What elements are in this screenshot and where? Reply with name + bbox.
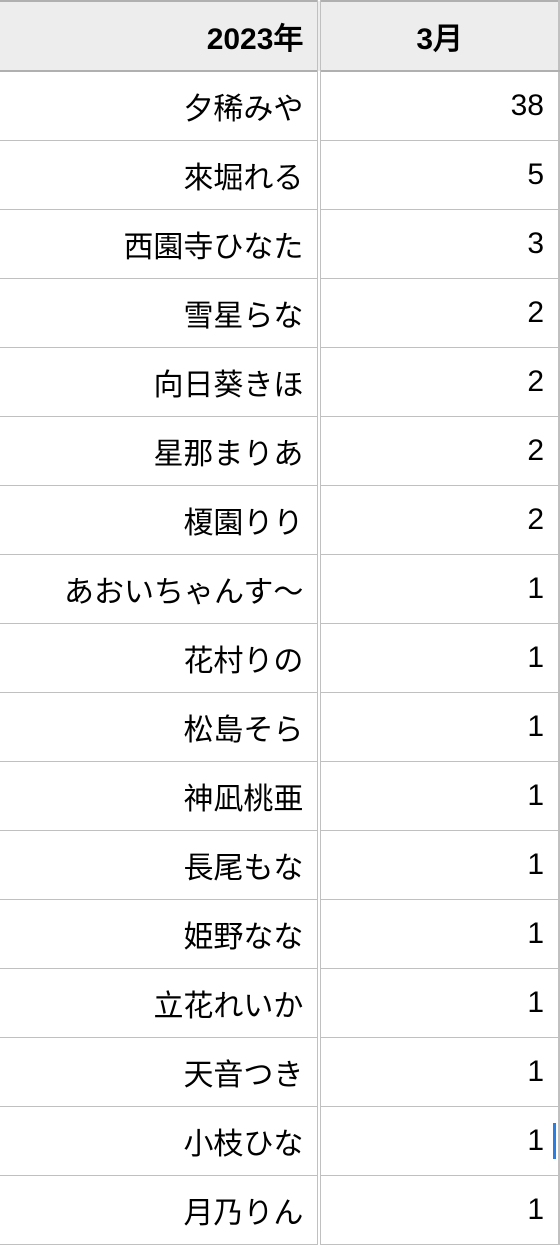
- value-cell[interactable]: 1: [319, 831, 559, 900]
- table-row: 來堀れる5: [0, 141, 559, 210]
- table-row: 神凪桃亜1: [0, 762, 559, 831]
- table-row: 長尾もな1: [0, 831, 559, 900]
- value-cell[interactable]: 38: [319, 71, 559, 141]
- table-row: あおいちゃんす〜1: [0, 555, 559, 624]
- table-row: 花村りの1: [0, 624, 559, 693]
- spreadsheet-table: 2023年 3月 夕稀みや38來堀れる5西園寺ひなた3雪星らな2向日葵きほ2星那…: [0, 0, 560, 1245]
- name-cell[interactable]: 立花れいか: [0, 969, 319, 1038]
- value-cell[interactable]: 1: [319, 969, 559, 1038]
- table-row: 小枝ひな1: [0, 1107, 559, 1176]
- table-row: 天音つき1: [0, 1038, 559, 1107]
- name-cell[interactable]: 姫野なな: [0, 900, 319, 969]
- name-cell[interactable]: 小枝ひな: [0, 1107, 319, 1176]
- name-cell[interactable]: あおいちゃんす〜: [0, 555, 319, 624]
- header-month-cell[interactable]: 3月: [319, 1, 559, 71]
- value-cell[interactable]: 1: [319, 693, 559, 762]
- table-row: 雪星らな2: [0, 279, 559, 348]
- name-cell[interactable]: 天音つき: [0, 1038, 319, 1107]
- value-cell[interactable]: 1: [319, 555, 559, 624]
- name-cell[interactable]: 雪星らな: [0, 279, 319, 348]
- name-cell[interactable]: 松島そら: [0, 693, 319, 762]
- value-cell[interactable]: 1: [319, 762, 559, 831]
- header-year-cell[interactable]: 2023年: [0, 1, 319, 71]
- table-row: 立花れいか1: [0, 969, 559, 1038]
- table-row: 夕稀みや38: [0, 71, 559, 141]
- name-cell[interactable]: 月乃りん: [0, 1176, 319, 1245]
- table-row: 星那まりあ2: [0, 417, 559, 486]
- table-row: 西園寺ひなた3: [0, 210, 559, 279]
- value-cell[interactable]: 1: [319, 1176, 559, 1245]
- header-row: 2023年 3月: [0, 1, 559, 71]
- value-cell[interactable]: 1: [319, 624, 559, 693]
- name-cell[interactable]: 神凪桃亜: [0, 762, 319, 831]
- value-cell[interactable]: 2: [319, 417, 559, 486]
- table-row: 姫野なな1: [0, 900, 559, 969]
- value-cell[interactable]: 1: [319, 1107, 559, 1176]
- value-cell[interactable]: 1: [319, 900, 559, 969]
- value-cell[interactable]: 1: [319, 1038, 559, 1107]
- value-cell[interactable]: 5: [319, 141, 559, 210]
- name-cell[interactable]: 花村りの: [0, 624, 319, 693]
- name-cell[interactable]: 星那まりあ: [0, 417, 319, 486]
- value-cell[interactable]: 2: [319, 279, 559, 348]
- table-row: 松島そら1: [0, 693, 559, 762]
- table-row: 月乃りん1: [0, 1176, 559, 1245]
- name-cell[interactable]: 榎園りり: [0, 486, 319, 555]
- value-cell[interactable]: 2: [319, 348, 559, 417]
- table-row: 向日葵きほ2: [0, 348, 559, 417]
- table-row: 榎園りり2: [0, 486, 559, 555]
- name-cell[interactable]: 向日葵きほ: [0, 348, 319, 417]
- value-cell[interactable]: 2: [319, 486, 559, 555]
- name-cell[interactable]: 來堀れる: [0, 141, 319, 210]
- name-cell[interactable]: 夕稀みや: [0, 71, 319, 141]
- name-cell[interactable]: 西園寺ひなた: [0, 210, 319, 279]
- name-cell[interactable]: 長尾もな: [0, 831, 319, 900]
- value-cell[interactable]: 3: [319, 210, 559, 279]
